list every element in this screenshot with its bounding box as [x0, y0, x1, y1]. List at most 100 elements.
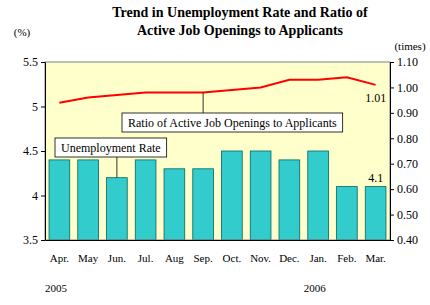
x-tick: Jun. — [108, 240, 126, 264]
x-tick: Sep. — [194, 240, 214, 264]
y2-tick: 1.10 — [390, 55, 418, 69]
callout-pointer — [203, 93, 204, 113]
x-tick-label: Nov. — [250, 252, 271, 264]
y2-tick-label: 0.60 — [397, 182, 418, 196]
x-tick-label: Apr. — [50, 252, 70, 264]
y2-tick: 0.60 — [390, 182, 418, 196]
y2-axis-title: (times) — [394, 40, 425, 53]
y2-tick-label: 0.90 — [397, 106, 418, 120]
y-tick: 5.5 — [23, 55, 45, 69]
y2-tick-mark — [390, 240, 394, 241]
y-tick-label: 3.5 — [23, 233, 38, 247]
y2-tick: 0.80 — [390, 132, 418, 146]
y-tick-mark — [41, 196, 45, 197]
y2-tick: 1.00 — [390, 81, 418, 95]
y2-tick-mark — [390, 62, 394, 63]
bar — [279, 160, 300, 240]
x-tick: Jul. — [138, 240, 154, 264]
chart-container: Trend in Unemployment Rate and Ratio ofA… — [0, 0, 430, 305]
x-tick: Mar. — [365, 240, 386, 264]
x-tick: Oct. — [223, 240, 242, 264]
y-tick-mark — [41, 151, 45, 152]
y2-tick-mark — [390, 138, 394, 139]
y-tick-mark — [41, 107, 45, 108]
y2-tick-label: 1.10 — [397, 55, 418, 69]
y-tick: 4.5 — [23, 144, 45, 158]
x-tick: Aug — [165, 240, 184, 264]
y-tick-mark — [41, 62, 45, 63]
x-tick-label: May — [78, 252, 99, 264]
x-axis: Apr. May Jun. Jul. Aug Sep. Oct. Nov. Dec. Jan. Fe… — [46, 240, 391, 264]
y2-tick-label: 0.50 — [397, 208, 418, 222]
y2-tick-label: 0.40 — [397, 233, 418, 247]
x-tick-label: Dec. — [279, 252, 300, 264]
y2-tick: 0.50 — [390, 208, 418, 222]
y2-tick-label: 0.70 — [397, 157, 418, 171]
y2-tick: 0.90 — [390, 106, 418, 120]
bar — [365, 187, 386, 240]
series-callout: Ratio of Active Job Openings to Applican… — [122, 93, 343, 132]
y2-tick-mark — [390, 215, 394, 216]
y-tick: 5 — [32, 100, 45, 114]
annotation: 2006 — [304, 282, 327, 294]
callout-box — [122, 113, 343, 132]
plot-frame — [45, 62, 390, 240]
y-axis-line — [41, 63, 46, 241]
bar — [222, 151, 243, 240]
y2-tick-label: 0.80 — [397, 132, 418, 146]
annotation: 2005 — [45, 282, 68, 294]
series-callout: Unemployment Rate — [55, 138, 167, 178]
x-tick: May — [78, 240, 99, 264]
x-tick: Apr. — [50, 240, 70, 264]
x-tick-label: Jul. — [138, 252, 154, 264]
plot: 3.5 4 4.5 5 5.5 0.40 0.50 0.60 0.70 0.80 0.90 1.00 1… — [23, 55, 418, 294]
x-tick-label: Aug — [165, 252, 184, 264]
x-tick-label: Sep. — [194, 252, 214, 264]
x-tick-label: Feb. — [337, 252, 357, 264]
x-tick: Dec. — [279, 240, 300, 264]
y-tick-label: 4 — [32, 189, 38, 203]
x-tick-label: Jun. — [108, 252, 126, 264]
data-label: 4.1 — [368, 171, 383, 185]
bar — [107, 178, 128, 240]
y2-tick: 0.40 — [390, 233, 418, 247]
bar — [135, 160, 156, 240]
x-tick: Jan. — [309, 240, 327, 264]
x-tick: Feb. — [337, 240, 357, 264]
data-label: 1.01 — [365, 91, 386, 105]
x-axis-line — [46, 240, 391, 241]
callout-box — [55, 138, 167, 157]
y-tick: 3.5 — [23, 233, 45, 247]
y2-tick: 0.70 — [390, 157, 418, 171]
y-tick: 4 — [32, 189, 45, 203]
y2-axis: 0.40 0.50 0.60 0.70 0.80 0.90 1.00 1.10 — [390, 55, 418, 247]
bar — [250, 151, 271, 240]
y-tick-mark — [41, 240, 45, 241]
bar — [78, 160, 99, 240]
y2-tick-mark — [390, 164, 394, 165]
bar — [337, 187, 358, 240]
x-tick: Nov. — [250, 240, 271, 264]
y2-tick-mark — [390, 189, 394, 190]
y2-tick-mark — [390, 87, 394, 88]
bar — [308, 151, 329, 240]
series-name: Unemployment Rate — [61, 141, 161, 155]
y2-tick-mark — [390, 113, 394, 114]
y-axis-title: (%) — [14, 26, 31, 39]
bar — [193, 169, 214, 240]
title: Trend in Unemployment Rate and Ratio ofA… — [112, 5, 368, 38]
x-tick-label: Mar. — [365, 252, 386, 264]
y-tick-label: 5 — [32, 100, 38, 114]
y-tick-label: 5.5 — [23, 55, 38, 69]
line — [59, 77, 375, 102]
y-axis: 3.5 4 4.5 5 5.5 — [23, 55, 46, 247]
x-tick-label: Oct. — [223, 252, 242, 264]
bar — [49, 160, 70, 240]
bar — [164, 169, 185, 240]
y2-tick-label: 1.00 — [397, 81, 418, 95]
y2-axis-line — [391, 63, 395, 241]
y-tick-label: 4.5 — [23, 144, 38, 158]
marks — [49, 77, 386, 240]
plot-background — [45, 62, 390, 240]
series-name: Ratio of Active Job Openings to Applican… — [128, 116, 337, 130]
